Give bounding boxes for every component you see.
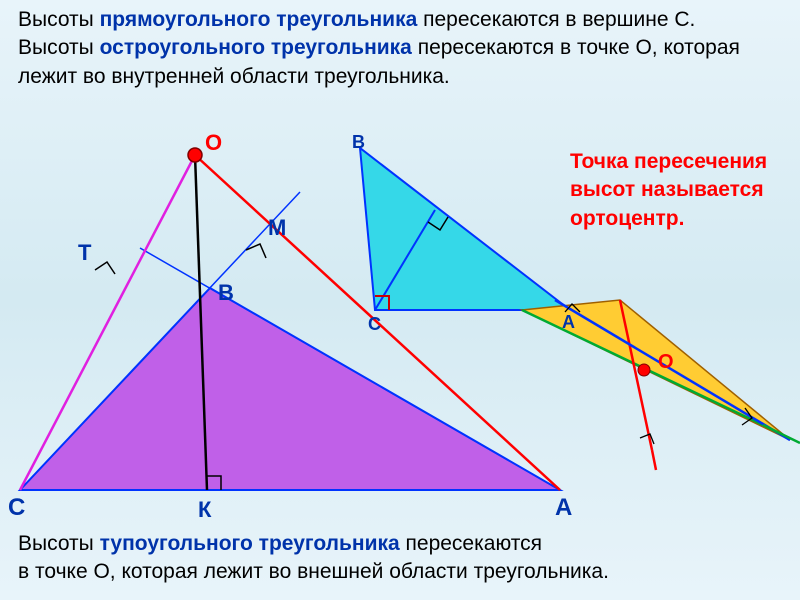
label-O: О	[205, 130, 222, 155]
label-C: С	[8, 494, 25, 521]
geometry-diagram: О М Т В С К А В С А О	[0, 0, 800, 600]
label-A: А	[555, 494, 572, 521]
obtuse-triangle-group	[20, 148, 560, 490]
right-triangle-group	[360, 148, 570, 310]
label-T: Т	[78, 240, 92, 265]
label-O2: О	[658, 351, 674, 373]
label-Bv: В	[218, 280, 234, 305]
label-Ar: А	[562, 312, 575, 332]
label-Br: В	[352, 132, 365, 152]
label-Cr: С	[368, 314, 381, 334]
label-M: М	[268, 215, 286, 240]
label-K: К	[198, 497, 212, 522]
